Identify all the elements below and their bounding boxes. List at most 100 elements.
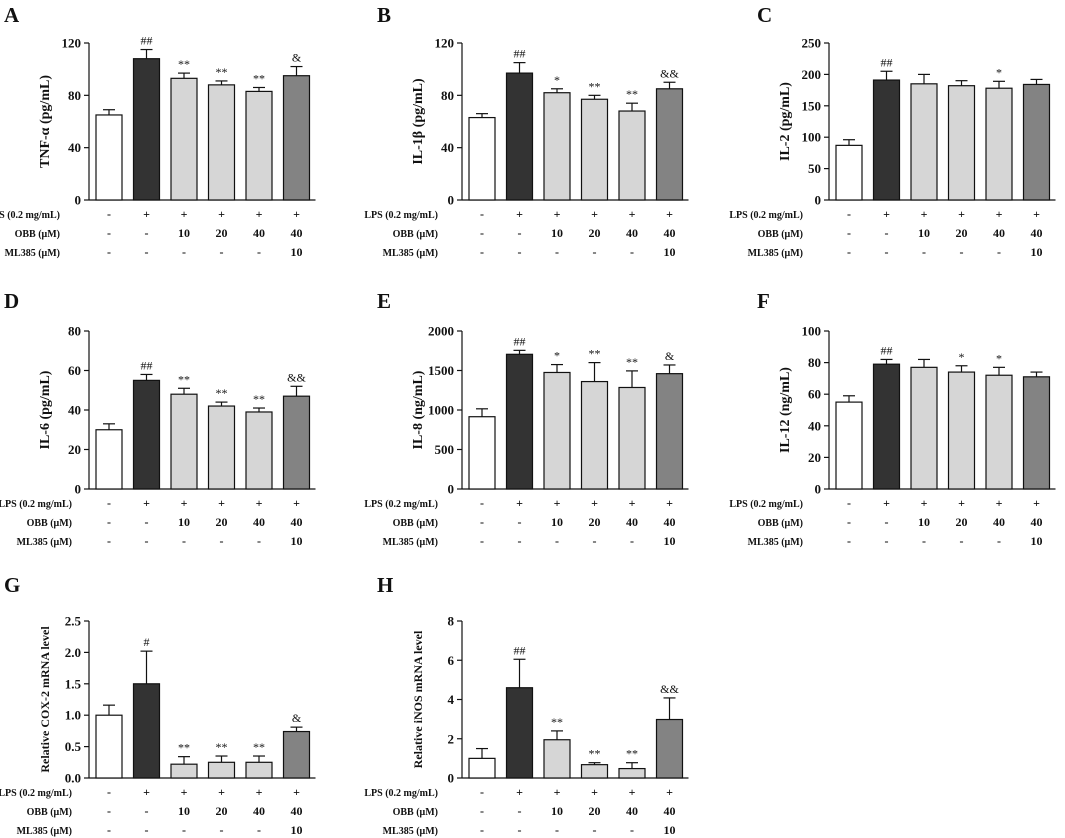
treatment-value: - [518, 804, 522, 818]
panel-f: F 0 20 40 60 80 100 IL-12 (ng/mL) ## * * LPS (0.2 m… [729, 289, 1056, 548]
y-tick-label: 500 [435, 442, 455, 457]
significance-mark: * [996, 65, 1002, 79]
treatment-value: 10 [1031, 245, 1043, 259]
treatment-value: - [847, 207, 851, 221]
y-tick-label: 1500 [428, 363, 454, 378]
treatment-value: 10 [178, 515, 190, 529]
y-axis-title: IL-8 (ng/mL) [411, 370, 426, 449]
bar [655, 718, 684, 779]
treatment-value: + [591, 785, 598, 799]
treatment-value: - [107, 245, 111, 259]
bar [468, 416, 496, 490]
significance-mark: ** [253, 392, 265, 406]
treatment-value: 10 [551, 226, 563, 240]
treatment-value: 10 [291, 823, 303, 837]
treatment-value: 10 [178, 226, 190, 240]
significance-mark: ** [253, 71, 265, 85]
treatment-label: ML385 (μM) [383, 826, 438, 837]
treatment-value: - [480, 515, 484, 529]
y-axis-title: IL-12 (ng/mL) [778, 367, 793, 453]
treatment-value: - [145, 823, 149, 837]
treatment-value: 40 [664, 515, 676, 529]
treatment-value: - [145, 226, 149, 240]
treatment-value: 40 [626, 804, 638, 818]
treatment-value: - [480, 496, 484, 510]
treatment-value: - [107, 226, 111, 240]
treatment-value: + [958, 496, 965, 510]
bar [985, 87, 1013, 201]
treatment-value: 40 [253, 515, 265, 529]
y-tick-label: 0.0 [65, 771, 81, 786]
significance-mark: ** [216, 740, 228, 754]
treatment-value: + [883, 207, 890, 221]
treatment-value: - [630, 245, 634, 259]
treatment-value: - [960, 534, 964, 548]
treatment-value: 10 [664, 534, 676, 548]
bar [132, 379, 161, 490]
significance-mark: ** [551, 715, 563, 729]
bar [655, 373, 684, 490]
bar [207, 405, 236, 490]
significance-mark: * [554, 349, 560, 363]
treatment-value: - [847, 496, 851, 510]
treatment-label: OBB (μM) [393, 518, 438, 529]
treatment-value: - [145, 804, 149, 818]
treatment-value: 10 [664, 245, 676, 259]
y-axis-title: IL-6 (pg/mL) [38, 370, 53, 449]
treatment-value: + [143, 785, 150, 799]
significance-mark: ** [626, 87, 638, 101]
treatment-value: - [145, 515, 149, 529]
treatment-label: OBB (μM) [393, 229, 438, 240]
significance-mark: ** [626, 355, 638, 369]
bar [580, 380, 609, 490]
treatment-label: LPS (0.2 mg/mL) [0, 788, 72, 799]
treatment-value: - [518, 226, 522, 240]
treatment-value: + [218, 207, 225, 221]
bar [1022, 376, 1051, 490]
treatment-value: - [257, 245, 261, 259]
treatment-value: - [480, 823, 484, 837]
treatment-value: + [554, 207, 561, 221]
treatment-value: + [996, 496, 1003, 510]
treatment-value: 10 [291, 245, 303, 259]
treatment-value: - [480, 207, 484, 221]
significance-mark: ** [253, 740, 265, 754]
bar [543, 739, 571, 779]
y-tick-label: 40 [68, 403, 81, 418]
treatment-label: ML385 (μM) [383, 537, 438, 548]
treatment-value: - [518, 534, 522, 548]
treatment-value: - [555, 245, 559, 259]
y-axis-title: TNF-α (pg/mL) [38, 75, 53, 168]
y-tick-label: 50 [808, 161, 821, 176]
treatment-label: LPS (0.2 mg/mL) [0, 499, 72, 510]
y-tick-label: 80 [808, 355, 821, 370]
y-tick-label: 0 [815, 482, 822, 497]
treatment-label: ML385 (μM) [748, 537, 803, 548]
treatment-value: 10 [1031, 534, 1043, 548]
significance-mark: ** [589, 747, 601, 761]
bar [655, 88, 684, 201]
significance-mark: ## [881, 343, 893, 357]
treatment-value: - [182, 534, 186, 548]
y-tick-label: 150 [802, 98, 822, 113]
treatment-value: + [921, 496, 928, 510]
y-tick-label: 40 [441, 140, 454, 155]
treatment-label: OBB (μM) [27, 518, 72, 529]
y-tick-label: 20 [68, 442, 81, 457]
significance-mark: & [292, 711, 302, 725]
treatment-value: - [145, 245, 149, 259]
y-tick-label: 6 [448, 653, 455, 668]
treatment-value: 20 [216, 804, 228, 818]
treatment-label: OBB (μM) [758, 518, 803, 529]
significance-mark: & [292, 51, 302, 65]
treatment-value: - [518, 515, 522, 529]
significance-mark: ** [626, 747, 638, 761]
treatment-value: - [107, 534, 111, 548]
treatment-value: 10 [178, 804, 190, 818]
treatment-value: 10 [291, 534, 303, 548]
significance-mark: ** [216, 386, 228, 400]
treatment-value: + [516, 207, 523, 221]
bar [580, 98, 609, 201]
bar [207, 761, 236, 779]
treatment-value: + [1033, 496, 1040, 510]
